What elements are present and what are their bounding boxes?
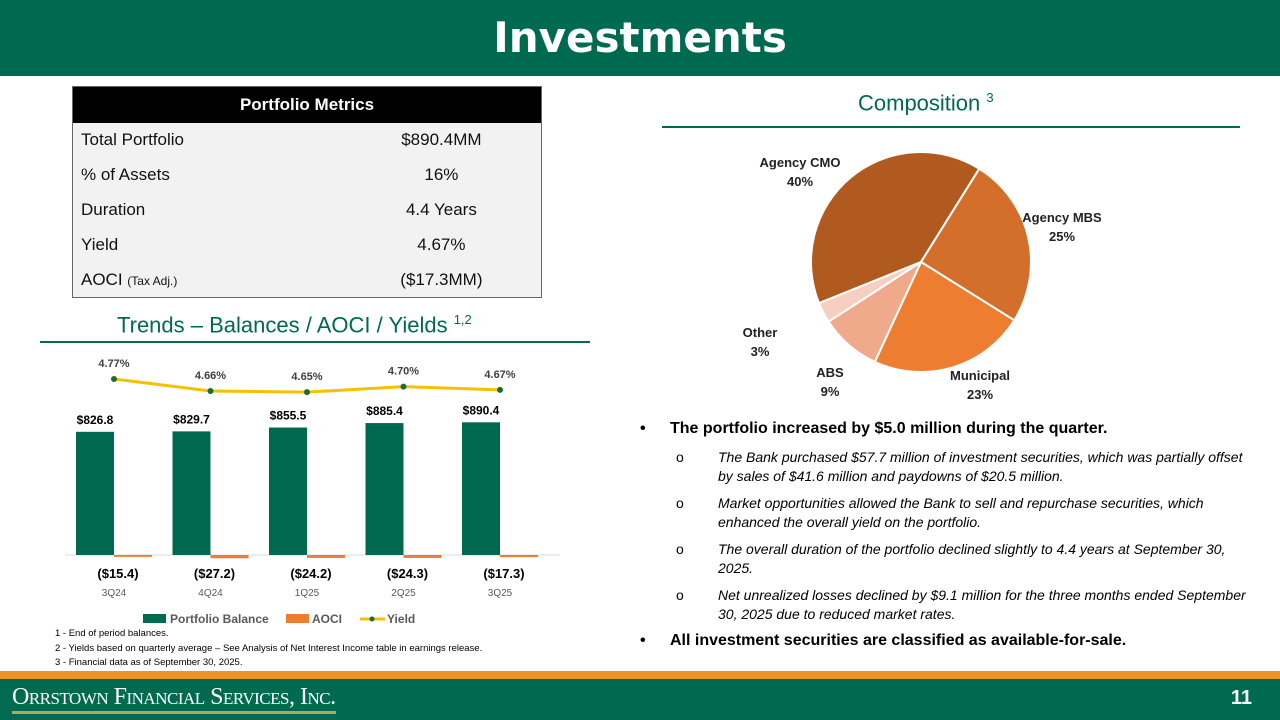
aoci-label: ($17.3) [483, 566, 524, 581]
page-number: 11 [1230, 687, 1252, 709]
balance-label: $826.8 [77, 413, 114, 427]
footnote: 1 - End of period balances. [55, 628, 169, 639]
table-row: % of Assets 16% [73, 158, 542, 193]
aoci-label: ($24.3) [387, 566, 428, 581]
yield-label: 4.70% [388, 366, 419, 378]
sub-bullet: Net unrealized losses declined by $9.1 m… [640, 586, 1260, 624]
footnote: 2 - Yields based on quarterly average – … [55, 643, 483, 654]
row-label: Duration [81, 200, 146, 219]
slice-name: Agency CMO [760, 155, 841, 170]
divider [662, 126, 1240, 128]
legend-swatch-aoci [286, 614, 309, 623]
aoci-bar [500, 555, 538, 558]
slide-header: Investments [0, 0, 1280, 76]
company-logo: Orrstown Financial Services, Inc. [12, 684, 336, 714]
yield-label: 4.65% [291, 371, 322, 383]
footer-accent [0, 671, 1280, 679]
portfolio-metrics-table: Portfolio Metrics Total Portfolio $890.4M… [72, 86, 542, 298]
x-tick-label: 3Q25 [488, 588, 513, 599]
row-label: AOCI [81, 269, 123, 289]
balance-bar [172, 431, 211, 555]
pie-slice [919, 167, 1032, 322]
sub-bullet: Market opportunities allowed the Bank to… [640, 494, 1260, 532]
x-tick-label: 1Q25 [295, 588, 320, 599]
row-value: 16% [424, 165, 459, 184]
table-row: Yield 4.67% [73, 228, 542, 263]
balance-label: $885.4 [366, 404, 403, 418]
yield-label: 4.77% [98, 358, 129, 370]
divider [40, 341, 590, 343]
row-note: (Tax Adj.) [127, 273, 178, 288]
aoci-label: ($27.2) [194, 566, 235, 581]
legend-aoci: AOCI [312, 612, 342, 626]
sub-bullet: The overall duration of the portfolio de… [640, 540, 1260, 578]
table-row: AOCI (Tax Adj.) ($17.3MM) [73, 263, 542, 298]
balance-label: $890.4 [463, 403, 500, 417]
table-row: Total Portfolio $890.4MM [73, 123, 542, 158]
table-row: Duration 4.4 Years [73, 193, 542, 228]
aoci-bar [114, 555, 152, 557]
legend-yield: Yield [387, 612, 415, 626]
row-label: Yield [81, 235, 119, 254]
balance-bar [269, 427, 307, 555]
aoci-label: ($15.4) [97, 566, 138, 581]
legend-marker-yield [369, 616, 375, 622]
slide-title: Investments [493, 13, 787, 62]
yield-label: 4.66% [195, 370, 226, 382]
row-value: 4.67% [417, 235, 466, 254]
trends-chart: $826.8 ($15.4) 3Q24 $829.7 ($27.2) 4Q24 $855.5… [65, 358, 560, 626]
balance-bar [365, 423, 404, 555]
sub-bullet: The Bank purchased $57.7 million of inve… [640, 448, 1260, 486]
slice-name: Municipal [950, 368, 1010, 383]
footnote: 3 - Financial data as of September 30, 2… [55, 657, 243, 668]
slice-percent: 25% [1049, 229, 1075, 244]
balance-label: $855.5 [270, 409, 307, 423]
aoci-bar [210, 555, 249, 559]
row-label: % of Assets [81, 165, 170, 184]
aoci-bar [403, 555, 442, 558]
composition-pie-chart: Agency CMO 40% Agency MBS 25% Municipal 23% AB… [743, 151, 1102, 402]
yield-marker [400, 383, 407, 390]
slice-percent: 23% [967, 387, 993, 402]
footer: Orrstown Financial Services, Inc. 11 [0, 679, 1280, 720]
composition-title: Composition 3 [858, 90, 994, 116]
balance-bar [76, 431, 114, 555]
aoci-label: ($24.2) [290, 566, 331, 581]
yield-marker [304, 389, 310, 396]
slice-name: Other [743, 325, 778, 340]
row-label: Total Portfolio [81, 130, 184, 149]
x-tick-label: 3Q24 [102, 588, 127, 599]
row-value: $890.4MM [401, 130, 482, 149]
row-value: ($17.3MM) [400, 269, 483, 289]
slice-percent: 3% [751, 344, 770, 359]
trends-title: Trends – Balances / AOCI / Yields 1,2 [117, 312, 472, 338]
slice-name: Agency MBS [1022, 210, 1102, 225]
balance-bar [462, 422, 500, 555]
yield-label: 4.67% [484, 369, 515, 381]
bullet: All investment securities are classified… [640, 632, 1260, 650]
pie-slice [817, 261, 922, 323]
slice-name: ABS [816, 365, 844, 380]
row-value: 4.4 Years [405, 200, 477, 219]
pie-slice [873, 260, 1016, 373]
x-tick-label: 2Q25 [391, 588, 416, 599]
commentary: The portfolio increased by $5.0 million … [640, 420, 1260, 660]
legend-swatch-balance [143, 614, 166, 623]
x-tick-label: 4Q24 [198, 588, 223, 599]
yield-marker [111, 376, 117, 382]
slice-percent: 40% [787, 174, 813, 189]
yield-marker [207, 387, 214, 394]
bullet: The portfolio increased by $5.0 million … [640, 420, 1260, 438]
pie-slice [810, 151, 981, 305]
balance-label: $829.7 [173, 412, 210, 426]
metrics-title: Portfolio Metrics [72, 86, 542, 123]
slice-percent: 9% [821, 384, 840, 399]
yield-marker [497, 386, 503, 393]
legend-balance: Portfolio Balance [170, 612, 269, 626]
aoci-bar [307, 555, 345, 558]
